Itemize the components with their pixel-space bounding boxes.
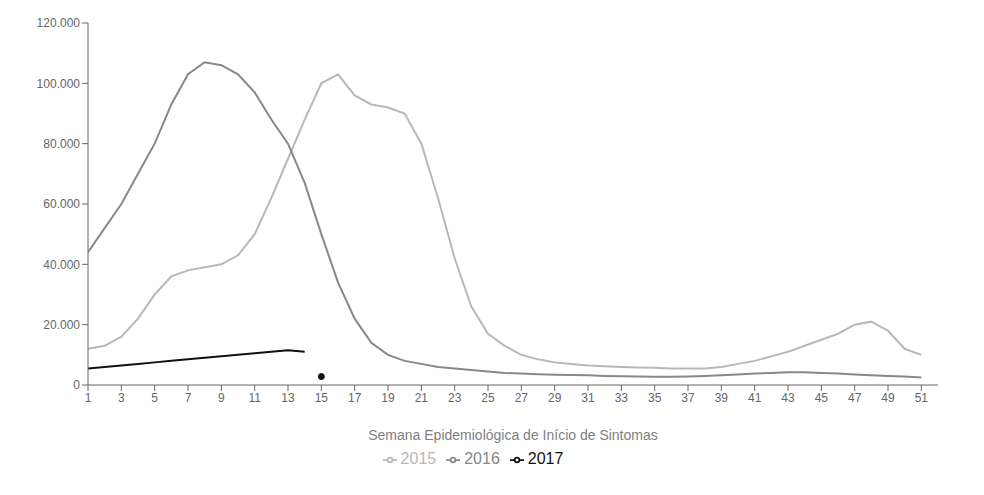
svg-text:100.000: 100.000: [37, 77, 81, 91]
svg-text:Semana Epidemiológica de Iníci: Semana Epidemiológica de Início de Sinto…: [368, 427, 658, 443]
svg-text:60.000: 60.000: [43, 197, 80, 211]
svg-text:39: 39: [715, 391, 729, 405]
html-text:2016: 2016: [464, 450, 500, 467]
svg-text:43: 43: [781, 391, 795, 405]
svg-text:1: 1: [85, 391, 92, 405]
svg-text:31: 31: [581, 391, 595, 405]
svg-text:23: 23: [448, 391, 462, 405]
svg-text:40.000: 40.000: [43, 258, 80, 272]
svg-text:15: 15: [315, 391, 329, 405]
svg-text:19: 19: [381, 391, 395, 405]
svg-text:35: 35: [648, 391, 662, 405]
svg-text:13: 13: [281, 391, 295, 405]
svg-text:33: 33: [615, 391, 629, 405]
svg-text:3: 3: [118, 391, 125, 405]
svg-text:37: 37: [681, 391, 695, 405]
svg-text:27: 27: [515, 391, 529, 405]
svg-text:47: 47: [848, 391, 862, 405]
html-text:2015: 2015: [400, 450, 437, 467]
svg-text:45: 45: [815, 391, 829, 405]
svg-text:0: 0: [73, 378, 80, 392]
html-text:2017: 2017: [527, 450, 564, 467]
svg-text:49: 49: [881, 391, 895, 405]
svg-text:25: 25: [481, 391, 495, 405]
svg-text:80.000: 80.000: [43, 137, 80, 151]
svg-text:17: 17: [348, 391, 362, 405]
svg-text:29: 29: [548, 391, 562, 405]
svg-text:9: 9: [218, 391, 225, 405]
svg-text:11: 11: [248, 391, 261, 405]
svg-text:5: 5: [151, 391, 158, 405]
svg-text:120.000: 120.000: [37, 16, 81, 30]
svg-text:21: 21: [415, 391, 429, 405]
svg-text:41: 41: [748, 391, 762, 405]
svg-text:7: 7: [185, 391, 192, 405]
svg-text:51: 51: [915, 391, 929, 405]
svg-text:20.000: 20.000: [43, 318, 80, 332]
